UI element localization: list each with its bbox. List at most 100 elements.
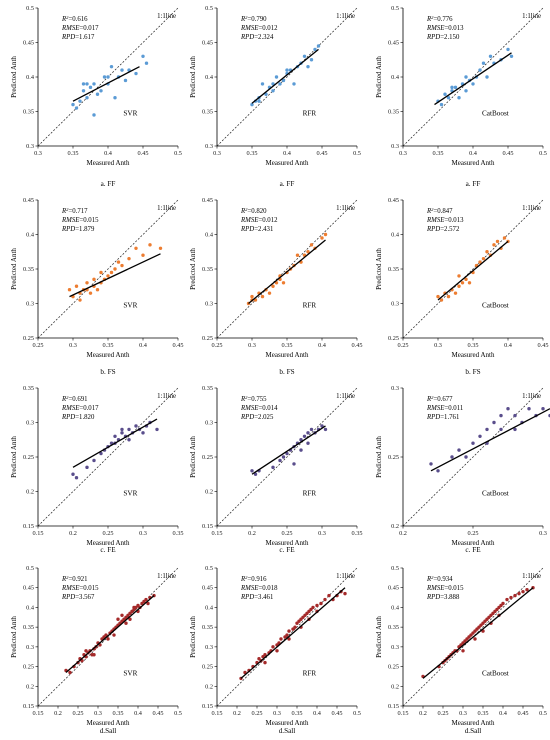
x-tick-label: 0.25 xyxy=(437,710,448,717)
panel-caption: a. FF xyxy=(280,180,295,188)
data-point xyxy=(120,68,124,72)
y-tick-label: 0.4 xyxy=(205,74,214,81)
data-point xyxy=(306,441,310,445)
x-axis-label: Measured Anth xyxy=(452,351,495,359)
data-point xyxy=(120,613,124,618)
x-tick-label: 0.4 xyxy=(313,710,322,717)
data-point xyxy=(313,47,317,52)
y-tick-label: 0.5 xyxy=(205,565,213,572)
r2-stat: R2=0.691 xyxy=(61,395,88,403)
x-tick-label: 0.3 xyxy=(34,150,42,157)
data-point xyxy=(274,75,279,79)
data-point xyxy=(323,232,328,237)
y-axis-label: Predicted Anth xyxy=(189,436,197,478)
data-point xyxy=(278,82,282,86)
data-point xyxy=(112,633,116,637)
data-point xyxy=(457,284,461,288)
data-point xyxy=(263,653,267,657)
rpd-stat: RPD=2.150 xyxy=(426,34,460,41)
x-tick-label: 0.5 xyxy=(353,710,361,717)
y-tick-label: 0.2 xyxy=(205,683,213,690)
identity-line xyxy=(216,567,358,707)
data-point xyxy=(509,595,513,600)
data-point xyxy=(141,54,145,58)
identity-line xyxy=(402,199,544,339)
rmse-stat: RMSE=0.011 xyxy=(426,405,463,412)
data-point xyxy=(99,89,103,93)
rpd-stat: RPD=1.617 xyxy=(61,34,95,41)
y-axis-label: Predicted Anth xyxy=(375,248,383,290)
y-tick-label: 0.3 xyxy=(391,143,399,150)
data-point xyxy=(311,605,315,610)
data-point xyxy=(492,243,496,247)
x-tick-label: 0.3 xyxy=(273,710,281,717)
rmse-stat: RMSE=0.012 xyxy=(240,25,278,32)
data-point xyxy=(478,260,482,264)
y-tick-label: 0.35 xyxy=(388,624,399,631)
data-point xyxy=(271,284,275,288)
rpd-stat: RPD=2.324 xyxy=(240,34,274,41)
fit-line xyxy=(72,418,158,468)
x-tick-label: 0.45 xyxy=(316,150,327,157)
data-point xyxy=(509,54,514,58)
panel-caption: d.Sall xyxy=(100,727,117,735)
data-point xyxy=(85,281,89,285)
data-point xyxy=(521,589,525,594)
rmse-stat: RMSE=0.017 xyxy=(61,405,99,412)
data-point xyxy=(450,85,454,90)
x-tick-label: 0.35 xyxy=(67,150,78,157)
x-tick-label: 0.15 xyxy=(211,710,222,717)
x-tick-label: 0.35 xyxy=(432,150,443,157)
x-tick-label: 0.3 xyxy=(69,342,77,349)
x-tick-label: 0.4 xyxy=(318,342,327,349)
data-point xyxy=(309,243,314,247)
data-point xyxy=(306,64,310,69)
y-tick-label: 0.25 xyxy=(202,664,213,671)
y-axis-label: Predicted Anth xyxy=(375,616,383,658)
y-tick-label: 0.15 xyxy=(202,523,213,530)
identity-line xyxy=(402,7,544,147)
x-tick-label: 0.15 xyxy=(211,530,222,537)
data-point xyxy=(109,64,114,69)
model-label: CatBoost xyxy=(482,302,509,310)
data-point xyxy=(319,601,323,606)
scatter-panel-2-2: 0.20.2 0.25 0.25 0.3 0.3 1:1line R2=0.677 RMSE=… xyxy=(375,385,550,554)
x-tick-label: 0.15 xyxy=(397,710,408,717)
model-label: SVR xyxy=(123,670,137,678)
data-point xyxy=(513,413,517,418)
x-tick-label: 0.25 xyxy=(72,710,83,717)
rpd-stat: RPD=3.888 xyxy=(426,594,460,601)
data-point xyxy=(92,82,96,86)
y-tick-label: 0.4 xyxy=(26,74,35,81)
r2-stat: R2=0.776 xyxy=(426,15,453,23)
rpd-stat: RPD=3.567 xyxy=(61,594,95,601)
rmse-stat: RMSE=0.014 xyxy=(240,405,278,412)
data-point xyxy=(141,431,145,435)
data-point xyxy=(146,601,150,606)
data-point xyxy=(299,438,303,442)
data-point xyxy=(436,294,440,299)
data-point xyxy=(450,455,454,459)
fit-line xyxy=(65,595,155,673)
x-axis-label: Measured Anth xyxy=(266,351,309,359)
y-tick-label: 0.5 xyxy=(26,565,34,572)
y-tick-label: 0.45 xyxy=(202,40,213,47)
x-tick-label: 0.3 xyxy=(213,150,221,157)
y-tick-label: 0.45 xyxy=(388,40,399,47)
identity-line-label: 1:1line xyxy=(336,13,355,20)
data-point xyxy=(323,597,327,602)
data-point xyxy=(464,75,468,79)
panel-caption: b. FS xyxy=(465,368,480,376)
data-point xyxy=(453,85,458,90)
x-tick-label: 0.15 xyxy=(32,710,43,717)
data-point xyxy=(68,670,72,675)
data-point xyxy=(506,407,510,411)
x-tick-label: 0.45 xyxy=(152,710,163,717)
data-point xyxy=(120,431,124,435)
fit-line xyxy=(251,48,319,104)
y-tick-label: 0.35 xyxy=(388,109,399,116)
data-point xyxy=(457,274,461,278)
data-point xyxy=(106,75,110,79)
model-label: RFR xyxy=(303,110,317,118)
r2-stat: R2=0.916 xyxy=(240,575,267,583)
